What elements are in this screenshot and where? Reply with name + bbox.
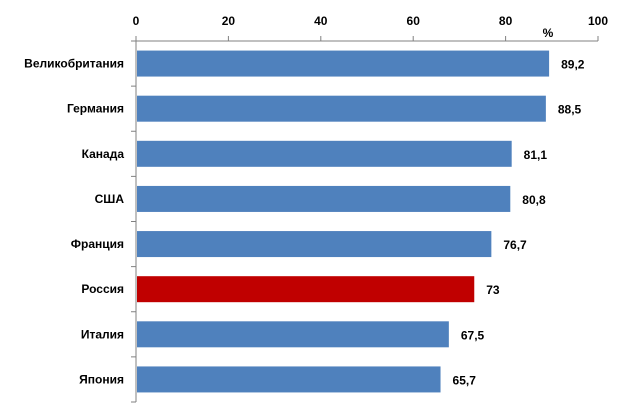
y-axis-ticks (131, 40, 136, 403)
x-axis-unit-label: % (543, 26, 554, 40)
category-label: Германия (67, 102, 124, 116)
bar (137, 50, 550, 77)
category-label: Россия (81, 282, 124, 296)
category-label: Япония (79, 372, 124, 386)
bar (137, 140, 512, 167)
value-labels: 89,2 88,5 81,1 80,8 76,7 73 67,5 65,7 (453, 58, 585, 388)
bar (137, 366, 441, 393)
value-label: 80,8 (522, 193, 546, 207)
bar (137, 321, 449, 348)
category-labels: Великобритания Германия Канада США Франция Ро… (24, 57, 124, 387)
value-label: 88,5 (558, 103, 582, 117)
category-label: Великобритания (24, 57, 124, 71)
bar (137, 231, 492, 258)
category-label: США (95, 192, 125, 206)
x-tick-label: 0 (133, 14, 140, 28)
bars-group (137, 50, 550, 393)
x-tick-label: 80 (499, 14, 513, 28)
value-label: 76,7 (503, 238, 527, 252)
category-label: Италия (81, 327, 124, 341)
category-label: Канада (82, 147, 125, 161)
x-tick-label: 100 (588, 14, 608, 28)
value-label: 67,5 (461, 328, 485, 342)
value-label: 65,7 (453, 373, 477, 387)
value-label: 89,2 (561, 58, 585, 72)
bar (137, 276, 475, 303)
x-tick-label: 60 (407, 14, 421, 28)
x-tick-label: 40 (314, 14, 328, 28)
x-axis-ticks: 0 20 40 60 80 100 (133, 14, 608, 41)
value-label: 81,1 (524, 148, 548, 162)
value-label: 73 (486, 283, 500, 297)
x-tick-label: 20 (222, 14, 236, 28)
bar (137, 95, 546, 122)
category-label: Франция (71, 237, 124, 251)
bar (137, 185, 511, 212)
